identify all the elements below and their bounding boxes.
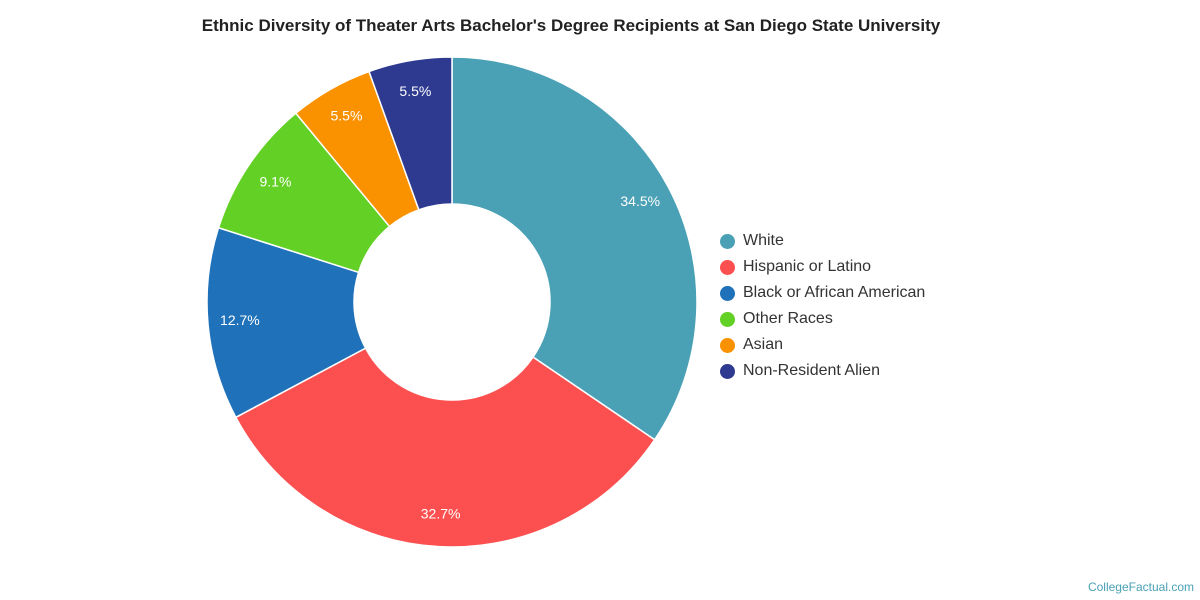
slice-hispanic-or-latino[interactable]: [234, 347, 656, 548]
data-label-white: 34.5%: [620, 193, 660, 209]
chart-title: Ethnic Diversity of Theater Arts Bachelo…: [201, 16, 941, 35]
data-label-non-resident-alien: 5.5%: [399, 83, 431, 99]
data-label-hispanic-or-latino: 32.7%: [421, 505, 461, 521]
legend-label: Non-Resident Alien: [743, 362, 880, 379]
donut-labels: 34.5% 32.7% 12.7% 9.1% 5.5% 5.5%: [220, 83, 660, 522]
legend-swatch: [720, 233, 735, 249]
legend-swatch: [720, 311, 735, 327]
source-credit[interactable]: CollegeFactual.com: [1087, 580, 1194, 594]
legend-item-black-or-african-american[interactable]: Black or African American: [720, 280, 925, 306]
legend-label: Black or African American: [743, 284, 926, 301]
legend-swatch: [720, 363, 735, 379]
legend-item-other-races[interactable]: Other Races: [720, 306, 925, 332]
legend-item-white[interactable]: White: [720, 228, 925, 254]
data-label-other-races: 9.1%: [259, 174, 291, 190]
legend-item-hispanic-or-latino[interactable]: Hispanic or Latino: [720, 254, 925, 280]
slice-non-resident-alien[interactable]: [368, 56, 453, 211]
legend-item-non-resident-alien[interactable]: Non-Resident Alien: [720, 358, 925, 384]
data-label-black-or-african-american: 12.7%: [220, 312, 260, 328]
data-label-asian: 5.5%: [331, 108, 363, 124]
slice-white[interactable]: [451, 56, 698, 441]
legend-item-asian[interactable]: Asian: [720, 332, 925, 358]
legend-label: Other Races: [743, 310, 833, 327]
legend-swatch: [720, 337, 735, 353]
legend-label: Hispanic or Latino: [743, 258, 872, 275]
legend-label: Asian: [743, 336, 784, 353]
legend-swatch: [720, 259, 735, 275]
legend-swatch: [720, 285, 735, 301]
donut-slices: [206, 56, 698, 548]
slice-black-or-african-american[interactable]: [206, 226, 367, 419]
legend: White Hispanic or Latino Black or African …: [720, 228, 925, 384]
legend-label: White: [743, 232, 784, 249]
